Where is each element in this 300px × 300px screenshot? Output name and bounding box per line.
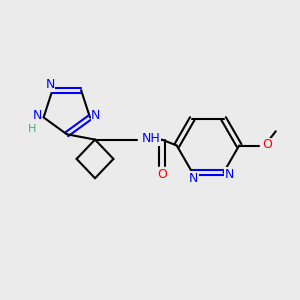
- Text: N: N: [225, 168, 234, 181]
- Text: O: O: [157, 168, 167, 181]
- Text: N: N: [189, 172, 199, 185]
- Text: H: H: [28, 124, 37, 134]
- Text: N: N: [32, 110, 42, 122]
- Text: N: N: [91, 109, 101, 122]
- Text: O: O: [262, 138, 272, 152]
- Text: NH: NH: [142, 132, 161, 145]
- Text: N: N: [45, 78, 55, 91]
